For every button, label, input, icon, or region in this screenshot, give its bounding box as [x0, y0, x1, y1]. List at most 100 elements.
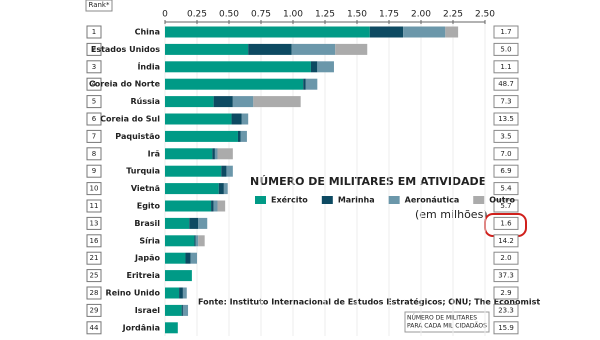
caption-box [404, 311, 490, 333]
source: Fonte: Instituto Internacional de Estudo… [198, 297, 540, 307]
bar-segment [165, 322, 178, 334]
rank: 3 [92, 63, 96, 71]
rank: 9 [92, 167, 96, 175]
legend-label: Exército [271, 195, 308, 205]
bar-segment [226, 165, 233, 177]
bar-segment [165, 217, 190, 229]
value-box [493, 199, 519, 213]
rank-box [86, 251, 102, 265]
rank-box [86, 286, 102, 300]
x-tick-label: 1.50 [347, 10, 367, 20]
y-tick-label: Rússia [130, 97, 160, 106]
rank: 29 [90, 306, 99, 314]
rank-header-box [85, 0, 113, 12]
bar-segment [253, 96, 301, 108]
bar-segment [195, 235, 199, 247]
x-tick-label: 0.75 [251, 10, 271, 20]
bar-segment [217, 148, 233, 160]
legend-label: Marinha [338, 196, 375, 205]
rank: 44 [90, 324, 99, 332]
rank-box [86, 147, 102, 161]
value-box [493, 321, 519, 335]
bar-segment [165, 78, 304, 90]
value-box [493, 95, 519, 109]
bar-segment [165, 113, 232, 125]
bar-segment [211, 200, 214, 212]
rank-box [86, 60, 102, 74]
bar-segment [317, 61, 334, 73]
legend-swatch [388, 196, 400, 204]
value-box [493, 269, 519, 283]
bar-segment [165, 148, 213, 160]
per-thousand: 2.9 [500, 289, 511, 297]
x-tick-label: 2.50 [475, 10, 495, 20]
bar-segment [303, 78, 306, 90]
per-thousand: 15.9 [498, 324, 514, 332]
bar-segment [241, 113, 249, 125]
bar-segment [335, 43, 368, 55]
rank-box [86, 25, 102, 39]
bar-segment [165, 165, 222, 177]
value-box [493, 303, 519, 317]
rank: 7 [92, 132, 96, 140]
legend-swatch [473, 196, 485, 204]
value-box [493, 251, 519, 265]
bar-segment [445, 26, 459, 38]
rank: 8 [92, 150, 96, 158]
per-thousand: 7.3 [500, 98, 511, 106]
bar-segment [231, 113, 242, 125]
bar-segment [165, 235, 195, 247]
rank: 5 [92, 98, 96, 106]
chart-title: NÚMERO DE MILITARES EM ATIVIDADE [250, 175, 486, 188]
legend-label: Aeronáutica [405, 196, 460, 205]
legend-swatch [255, 196, 266, 204]
value-box [493, 164, 519, 178]
y-tick-label: Paquistão [115, 132, 160, 141]
value-box [493, 60, 519, 74]
rank: 10 [90, 185, 99, 193]
bar-segment [403, 26, 446, 38]
rank-box [86, 164, 102, 178]
rank-box [86, 234, 102, 248]
bar-segment [182, 287, 187, 299]
per-thousand: 37.3 [498, 272, 514, 280]
bar-segment [212, 148, 215, 160]
bar-segment [165, 252, 186, 264]
rank: 4 [92, 80, 97, 88]
per-thousand: 48.7 [498, 80, 514, 88]
rank: 21 [90, 254, 99, 262]
bar-segment [291, 43, 336, 55]
bar-segment [165, 287, 180, 299]
unit-label: (em milhões) [415, 208, 488, 221]
y-tick-label: Irã [148, 149, 160, 158]
rank: 1 [92, 28, 96, 36]
per-thousand: 1.1 [500, 63, 511, 71]
y-tick-label: Israel [135, 306, 161, 315]
legend-label: Outro [489, 196, 515, 205]
bar-segment [165, 130, 238, 142]
bar-segment [190, 252, 197, 264]
rank: 11 [90, 202, 99, 210]
bar-segment [185, 252, 191, 264]
rank: 2 [92, 45, 96, 53]
x-tick-label: 0.25 [187, 10, 207, 20]
bar-segment [165, 61, 311, 73]
rank-header: Rank* [89, 1, 110, 9]
bar-segment [221, 165, 227, 177]
y-tick-label: Índia [137, 60, 160, 71]
bar-segment [217, 200, 226, 212]
value-box [493, 129, 519, 143]
value-box [493, 77, 519, 91]
per-thousand: 23.3 [498, 306, 514, 314]
y-tick-label: Turquia [126, 167, 160, 176]
bar-segment [369, 26, 404, 38]
value-box [493, 216, 519, 230]
per-thousand: 5.7 [500, 202, 511, 210]
bar-segment [232, 96, 254, 108]
rank-box [86, 42, 102, 56]
x-tick-label: 1.25 [315, 10, 335, 20]
bar-segment [165, 200, 212, 212]
rank-box [86, 77, 102, 91]
y-tick-label: Egito [137, 202, 161, 211]
legend-swatch [321, 196, 333, 204]
